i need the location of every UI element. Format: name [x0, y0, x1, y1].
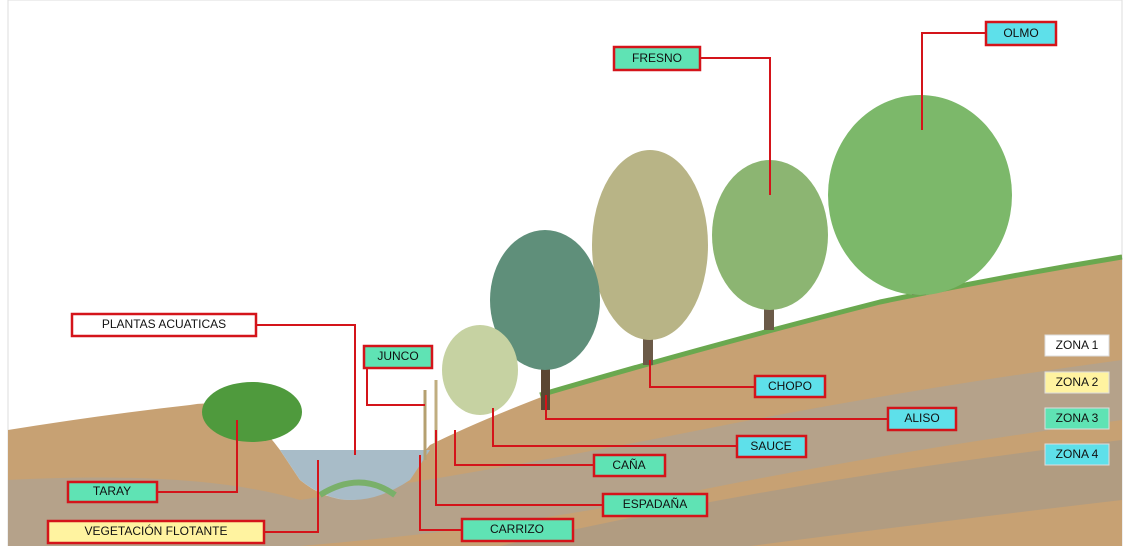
label-text: FRESNO: [632, 51, 682, 65]
label-text: CAÑA: [612, 458, 645, 472]
zone-label: ZONA 2: [1044, 371, 1110, 394]
label-text: TARAY: [93, 484, 131, 498]
label: VEGETACIÓN FLOTANTE: [46, 519, 266, 545]
label-text: PLANTAS ACUATICAS: [102, 317, 226, 331]
trees: [202, 95, 1012, 498]
label: JUNCO: [362, 344, 434, 370]
zone-label: ZONA 1: [1044, 334, 1110, 357]
label-text: ZONA 3: [1056, 411, 1099, 425]
label-text: CARRIZO: [490, 522, 544, 536]
label: CARRIZO: [460, 517, 575, 543]
label: TARAY: [66, 480, 159, 504]
label: SAUCE: [735, 434, 808, 459]
label: ESPADAÑA: [601, 492, 709, 518]
label-text: OLMO: [1003, 26, 1038, 40]
label-text: CHOPO: [768, 379, 812, 393]
leader-lines: [157, 32, 986, 533]
soil-layer: [500, 440, 1122, 546]
zone-label: ZONA 3: [1044, 407, 1110, 430]
label-text: JUNCO: [377, 349, 418, 363]
label-text: VEGETACIÓN FLOTANTE: [85, 523, 228, 538]
grass-line: [539, 254, 1123, 398]
ground: [8, 255, 1122, 546]
soil-layer: [8, 360, 1122, 546]
label: FRESNO: [612, 45, 702, 72]
label: ALISO: [886, 406, 958, 432]
label-text: ZONA 4: [1056, 447, 1099, 461]
label: CAÑA: [592, 453, 667, 478]
label-text: ZONA 1: [1056, 338, 1099, 352]
label: PLANTAS ACUATICAS: [70, 312, 258, 338]
label-text: ALISO: [904, 411, 939, 425]
label-text: SAUCE: [750, 439, 791, 453]
label: OLMO: [984, 20, 1058, 47]
label-text: ZONA 2: [1056, 375, 1099, 389]
label-text: ESPADAÑA: [623, 497, 687, 511]
zone-label: ZONA 4: [1044, 443, 1110, 466]
label: CHOPO: [753, 374, 827, 399]
